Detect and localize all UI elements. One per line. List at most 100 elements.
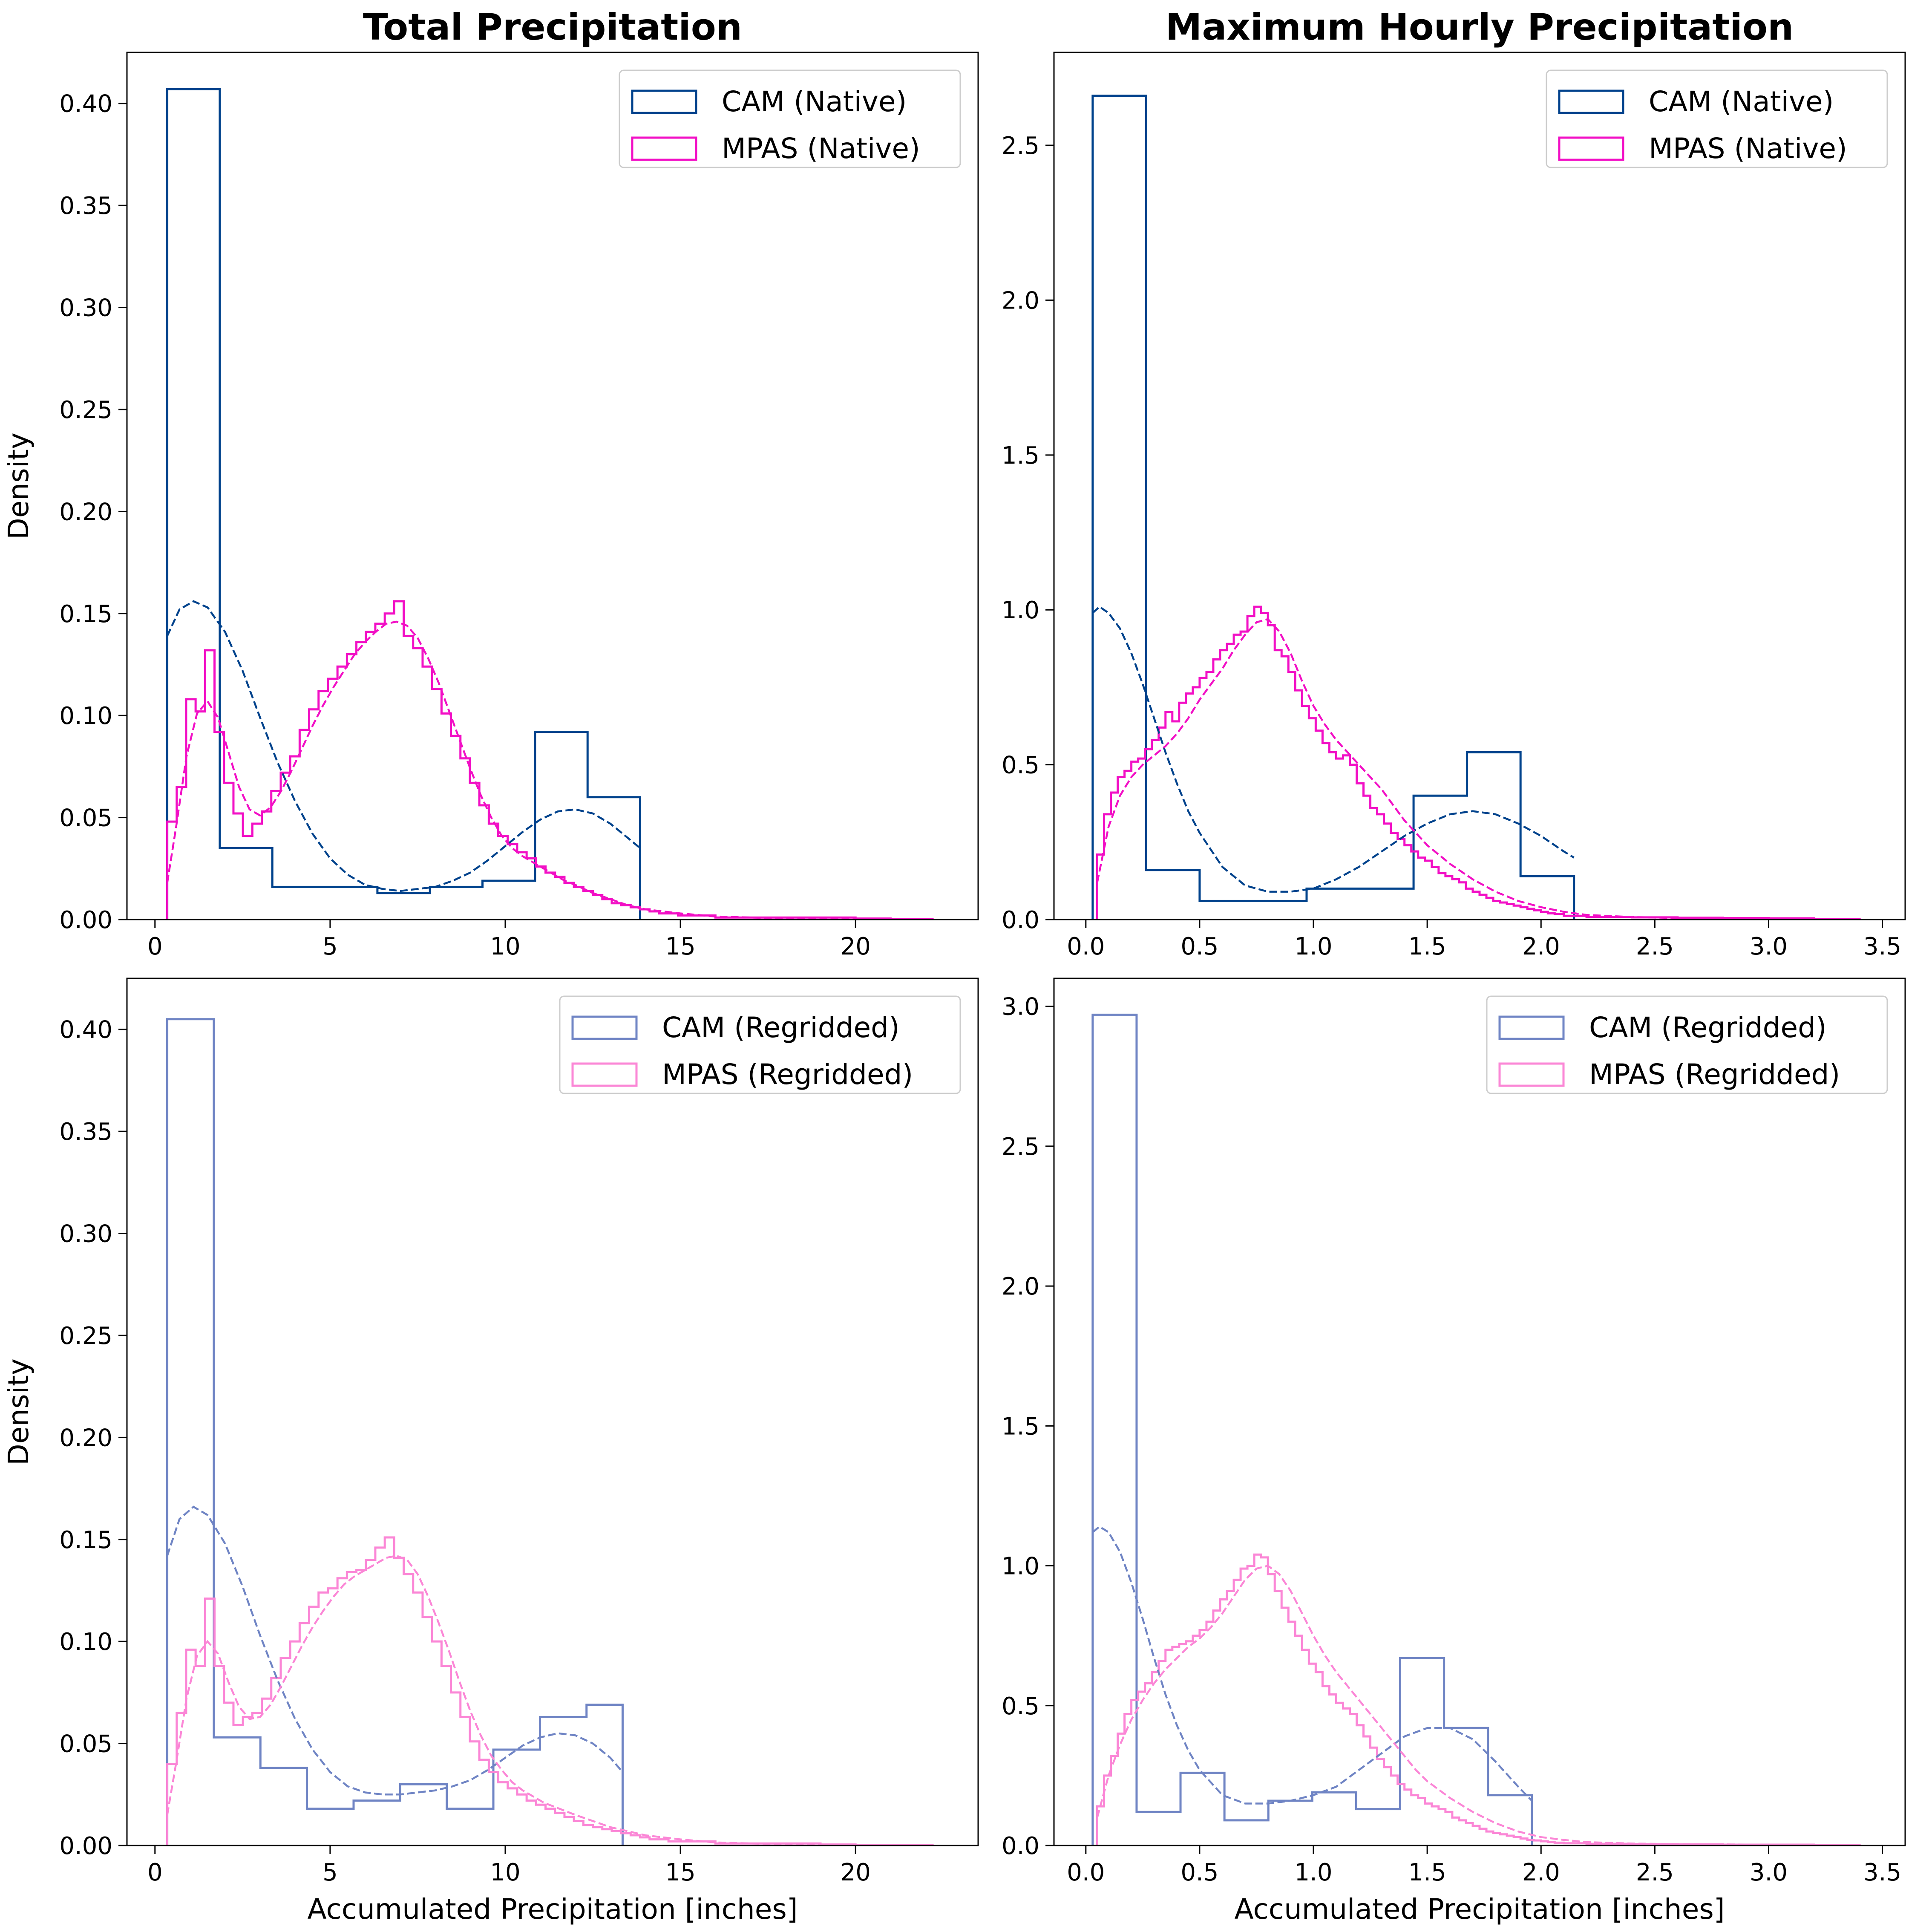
legend: CAM (Regridded) MPAS (Regridded) (559, 995, 961, 1094)
y-tick-label: 0.05 (59, 1730, 112, 1758)
histogram-series-1 (1091, 95, 1575, 920)
y-axis-label: Density (2, 433, 35, 539)
plot-area (1091, 1013, 1861, 1845)
x-tick-label: 1.5 (1408, 933, 1446, 960)
kde-series-3 (166, 600, 641, 892)
y-tick-label: 0.10 (59, 1628, 112, 1656)
legend-swatch (571, 1062, 638, 1087)
kde-series-3 (1092, 1525, 1533, 1805)
kde-series-4 (166, 1554, 933, 1845)
legend-swatch (1558, 89, 1624, 114)
y-tick-label: 0.35 (59, 192, 112, 220)
x-tick-label: 0.5 (1181, 933, 1218, 960)
legend-swatch (631, 89, 697, 114)
y-tick-label: 1.0 (1002, 597, 1039, 624)
y-tick-label: 3.0 (1002, 993, 1039, 1021)
legend-entry: CAM (Regridded) (1589, 1011, 1827, 1044)
y-tick-label: 0.40 (59, 90, 112, 118)
x-tick-label: 15 (665, 933, 695, 960)
y-tick-label: 1.5 (1002, 1413, 1039, 1440)
y-tick-label: 0.10 (59, 702, 112, 730)
histogram-series-1 (1091, 1013, 1533, 1845)
x-tick-label: 0.0 (1067, 1859, 1105, 1886)
x-tick-label: 0.0 (1067, 933, 1105, 960)
y-tick-label: 0.40 (59, 1016, 112, 1044)
y-tick-label: 2.0 (1002, 287, 1039, 314)
y-tick-label: 0.0 (1002, 906, 1039, 934)
x-tick-label: 15 (665, 1859, 695, 1886)
x-tick-label: 1.0 (1294, 1859, 1332, 1886)
legend: CAM (Regridded) MPAS (Regridded) (1486, 995, 1888, 1094)
x-tick-label: 2.5 (1636, 1859, 1674, 1886)
legend: CAM (Native) MPAS (Native) (1546, 69, 1888, 168)
axes-frame (1053, 52, 1906, 920)
legend-entry: CAM (Regridded) (662, 1011, 900, 1044)
legend-swatch (1498, 1015, 1565, 1040)
x-tick-label: 0 (147, 933, 163, 960)
legend-frame (559, 995, 961, 1094)
legend-frame (1486, 995, 1888, 1094)
chart-panel-3: 0 5 10 15 20 0.00 0.05 0.10 0.15 0.20 0.25 0.30 0.35… (2, 978, 979, 1926)
chart-panel-4: 0.0 0.5 1.0 1.5 2.0 2.5 3.0 3.5 0.0 0.5 1.0 1.5 2.0 2… (1002, 978, 1906, 1926)
y-tick-label: 2.5 (1002, 1133, 1039, 1161)
legend-entry: CAM (Native) (722, 85, 907, 118)
histogram-series-1 (166, 88, 642, 920)
y-tick-label: 0.30 (59, 1220, 112, 1248)
x-tick-label: 0 (147, 1859, 163, 1886)
x-tick-label: 1.5 (1408, 1859, 1446, 1886)
histogram-series-2 (1096, 606, 1861, 920)
legend-swatch (631, 136, 697, 161)
x-tick-label: 0.5 (1181, 1859, 1218, 1886)
y-tick-label: 2.5 (1002, 132, 1039, 160)
kde-series-3 (1092, 606, 1575, 893)
x-tick-label: 10 (490, 933, 520, 960)
histogram-series-2 (1096, 1553, 1861, 1845)
y-tick-label: 0.00 (59, 906, 112, 934)
x-axis-label: Accumulated Precipitation [inches] (308, 1893, 798, 1926)
y-tick-label: 2.0 (1002, 1273, 1039, 1300)
legend-swatch (1498, 1062, 1565, 1087)
y-tick-label: 0.0 (1002, 1832, 1039, 1860)
panel-title: Total Precipitation (363, 6, 742, 49)
y-axis-label: Density (2, 1358, 35, 1465)
x-tick-label: 3.0 (1750, 933, 1788, 960)
legend-entry: MPAS (Regridded) (1589, 1058, 1840, 1091)
plot-area (166, 1018, 934, 1845)
axes-frame (1053, 978, 1906, 1846)
histogram-series-1 (166, 1018, 624, 1845)
plot-area (166, 88, 934, 920)
kde-series-4 (1096, 1565, 1860, 1845)
y-tick-label: 0.25 (59, 1322, 112, 1350)
y-tick-label: 0.30 (59, 294, 112, 322)
kde-series-4 (1096, 618, 1860, 920)
y-tick-label: 0.20 (59, 1424, 112, 1452)
chart-panel-2: 0.0 0.5 1.0 1.5 2.0 2.5 3.0 3.5 0.0 0.5 1.0 1.5 2.0 2… (1002, 6, 1906, 960)
legend-entry: CAM (Native) (1649, 85, 1834, 118)
x-tick-label: 2.5 (1636, 933, 1674, 960)
legend-frame (619, 69, 961, 168)
histogram-series-2 (166, 1536, 934, 1845)
y-tick-label: 1.5 (1002, 442, 1039, 470)
plot-area (1091, 95, 1861, 920)
y-tick-label: 0.35 (59, 1118, 112, 1146)
x-tick-label: 1.0 (1294, 933, 1332, 960)
y-tick-label: 0.5 (1002, 1693, 1039, 1720)
axes-frame (126, 978, 979, 1846)
chart-panel-1: 0 5 10 15 20 0.00 0.05 0.10 0.15 0.20 0.25 0.30 0.35… (2, 6, 979, 960)
legend-entry: MPAS (Native) (1649, 132, 1847, 165)
x-axis-label: Accumulated Precipitation [inches] (1235, 1893, 1725, 1926)
y-tick-label: 0.25 (59, 396, 112, 424)
y-tick-label: 0.15 (59, 1526, 112, 1554)
x-tick-label: 20 (841, 933, 871, 960)
x-tick-label: 20 (841, 1859, 871, 1886)
x-tick-label: 3.0 (1750, 1859, 1788, 1886)
y-tick-label: 0.15 (59, 600, 112, 628)
legend-swatch (571, 1015, 638, 1040)
x-tick-label: 5 (322, 1859, 338, 1886)
kde-series-4 (166, 620, 933, 920)
x-tick-label: 2.0 (1522, 933, 1560, 960)
y-tick-label: 0.20 (59, 498, 112, 526)
x-tick-label: 5 (322, 933, 338, 960)
panel-title: Maximum Hourly Precipitation (1166, 6, 1794, 49)
